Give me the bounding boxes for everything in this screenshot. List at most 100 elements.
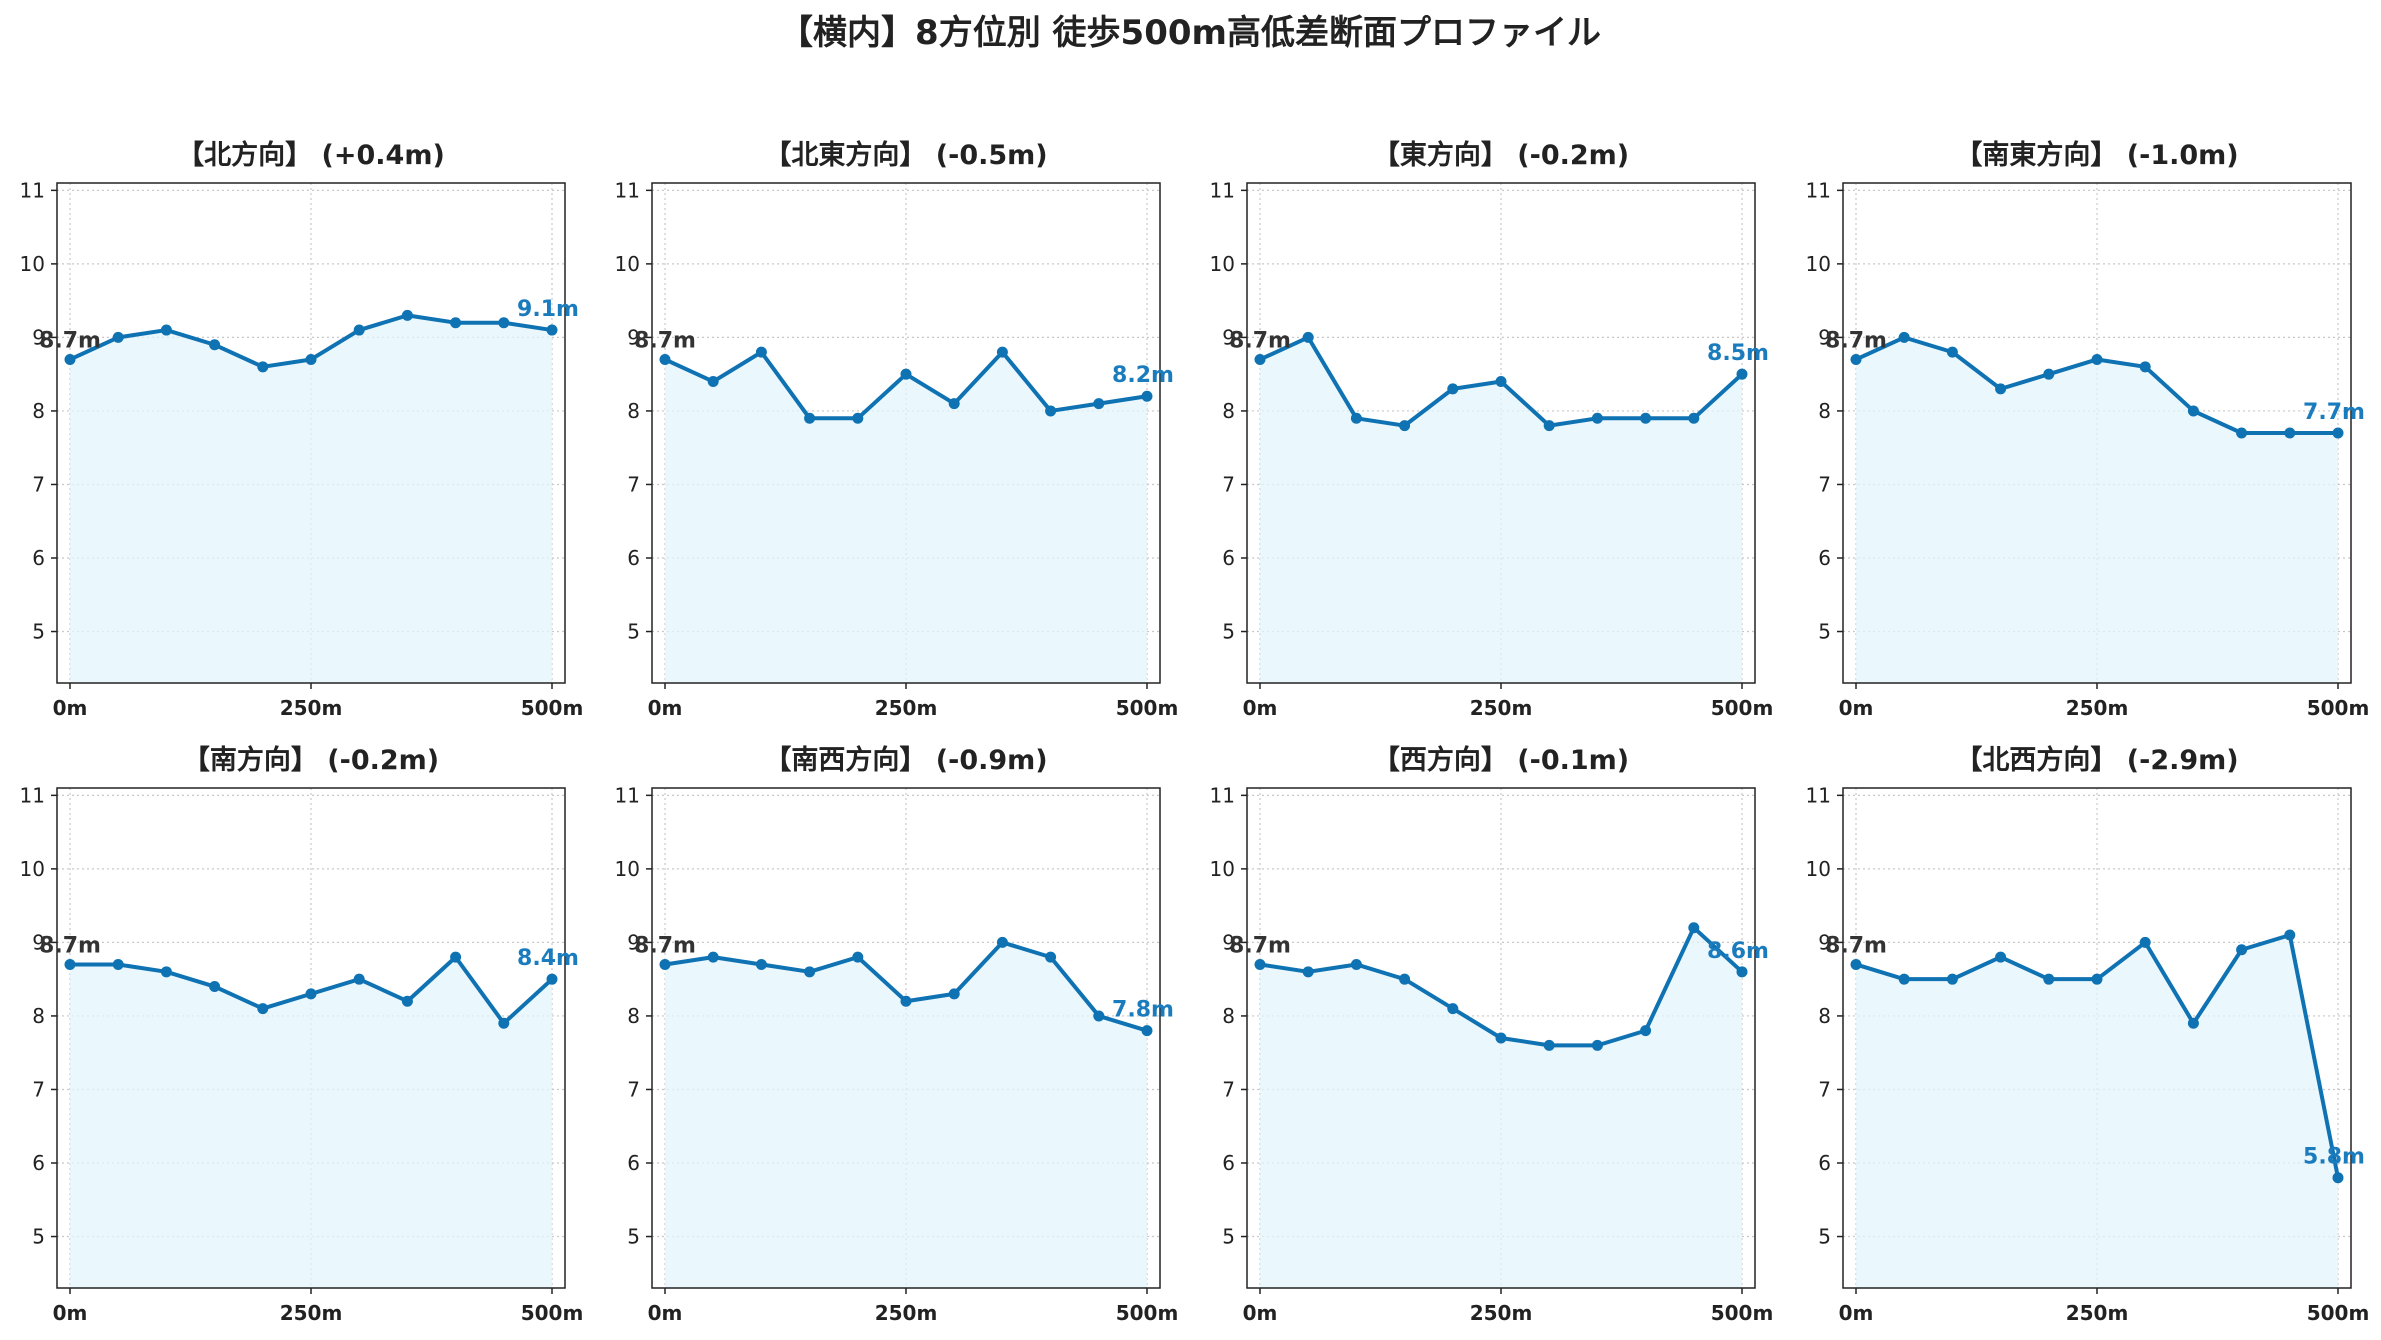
data-point [546,324,558,336]
start-elevation-label: 8.7m [1825,328,1887,353]
y-tick-label: 8 [1818,399,1831,423]
x-tick-label: 250m [280,696,343,720]
data-point [353,324,365,336]
y-tick-label: 7 [1818,1077,1831,1101]
data-point [1447,383,1459,395]
y-tick-label: 11 [1806,178,1831,202]
data-point [2284,929,2296,941]
y-tick-label: 5 [1818,620,1831,644]
end-elevation-label: 7.7m [2303,400,2365,425]
data-point [948,988,960,1000]
y-tick-label: 5 [627,620,640,644]
data-point [804,412,816,424]
data-point [1093,398,1105,410]
x-tick-label: 500m [2307,1301,2370,1325]
data-point [1350,412,1362,424]
y-tick-label: 11 [1210,783,1235,807]
data-point [804,966,816,978]
y-tick-label: 6 [1222,546,1235,570]
data-point [1688,922,1700,934]
data-point [1141,390,1153,402]
data-point [257,361,269,373]
x-tick-label: 250m [875,1301,938,1325]
data-point [900,995,912,1007]
data-point [900,368,912,380]
elevation-area [1260,337,1742,683]
data-point [1995,383,2007,395]
data-point [2139,361,2151,373]
end-elevation-label: 5.8m [2303,1145,2365,1170]
axes-frame [1842,182,2352,684]
x-tick-label: 500m [1116,696,1179,720]
data-point [1045,405,1057,417]
panel-title: 【北方向】 (+0.4m) [177,139,445,171]
end-elevation-label: 9.1m [517,297,579,322]
x-tick-label: 0m [648,1301,683,1325]
y-tick-label: 10 [1210,857,1235,881]
y-tick-label: 11 [1806,783,1831,807]
y-tick-label: 10 [615,857,640,881]
y-tick-label: 5 [627,1225,640,1249]
data-point [852,412,864,424]
data-point [2091,973,2103,985]
data-point [707,951,719,963]
y-tick-label: 9 [1818,325,1831,349]
x-tick-label: 0m [648,696,683,720]
elevation-area [665,352,1147,683]
y-tick-label: 6 [32,546,45,570]
start-elevation-label: 8.7m [634,933,696,958]
data-point [996,346,1008,358]
y-tick-label: 11 [1210,178,1235,202]
y-tick-label: 6 [627,546,640,570]
data-point [2043,368,2055,380]
axes-frame [651,182,1161,684]
end-elevation-label: 8.2m [1112,363,1174,388]
data-point [1045,951,1057,963]
y-tick-label: 7 [1818,472,1831,496]
data-point [1640,1025,1652,1037]
data-point [2187,405,2199,417]
data-point [401,995,413,1007]
data-point [1141,1025,1153,1037]
data-point [2236,427,2248,439]
y-tick-label: 5 [1818,1225,1831,1249]
data-point [2284,427,2296,439]
panel-title: 【南東方向】 (-1.0m) [1955,139,2238,171]
data-point [707,376,719,388]
data-point [112,958,124,970]
y-tick-label: 9 [627,325,640,349]
data-point [755,958,767,970]
y-tick-label: 10 [1806,857,1831,881]
data-point [659,353,671,365]
axes-frame [56,787,566,1289]
data-point [1399,973,1411,985]
y-tick-label: 7 [32,472,45,496]
data-point [2187,1017,2199,1029]
data-point [160,324,172,336]
data-point [2091,353,2103,365]
x-tick-label: 500m [1711,696,1774,720]
data-point [1254,958,1266,970]
x-tick-label: 0m [1243,696,1278,720]
y-tick-label: 6 [627,1151,640,1175]
start-elevation-label: 8.7m [634,328,696,353]
start-elevation-label: 8.7m [39,933,101,958]
data-point [450,951,462,963]
y-tick-label: 10 [1210,252,1235,276]
data-point [450,317,462,329]
data-point [1688,412,1700,424]
y-tick-label: 9 [32,325,45,349]
end-elevation-label: 8.5m [1707,341,1769,366]
data-point [659,958,671,970]
x-tick-label: 0m [1839,1301,1874,1325]
y-tick-label: 8 [627,399,640,423]
y-tick-label: 7 [627,1077,640,1101]
data-point [112,331,124,343]
x-tick-label: 500m [521,696,584,720]
elevation-area [665,942,1147,1288]
y-tick-label: 7 [1222,1077,1235,1101]
elevation-area [1856,337,2338,683]
end-elevation-label: 7.8m [1112,998,1174,1023]
data-point [1447,1003,1459,1015]
